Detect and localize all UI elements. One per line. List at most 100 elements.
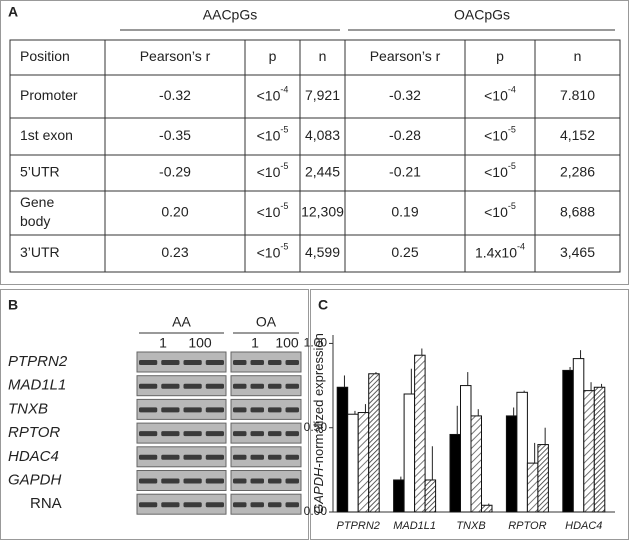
table-cell: <10-5 <box>257 161 289 179</box>
gel-strip <box>136 422 227 444</box>
gel-band <box>139 407 158 413</box>
table-cell: 1.4x10-4 <box>475 242 525 260</box>
table-cell: <10-5 <box>484 161 516 179</box>
table-cell: 0.25 <box>391 244 418 260</box>
cell-exponent: -5 <box>280 242 288 252</box>
gel-band <box>183 454 202 460</box>
gel-strip <box>136 351 227 373</box>
gel-band <box>233 431 247 437</box>
panel-label: C <box>318 297 328 313</box>
table-cell: <10-4 <box>257 85 289 103</box>
bar <box>449 433 461 513</box>
gene-name: GAPDH <box>8 471 62 488</box>
table-cell: 7,921 <box>305 87 340 103</box>
gel-strip <box>136 493 227 515</box>
gel-band <box>285 360 299 365</box>
y-label-part: -normalized expression <box>311 333 326 467</box>
gel-band <box>285 431 299 437</box>
y-tick-label: 1.00 <box>304 336 328 350</box>
gel-band <box>250 407 264 413</box>
table-cell: Promoter <box>20 87 78 103</box>
gel-strip <box>230 493 302 515</box>
table-cell: n <box>574 48 582 64</box>
table-cell: -0.28 <box>389 127 421 143</box>
cell-exponent: -4 <box>508 85 516 95</box>
gene-name: RNA <box>30 495 62 512</box>
table-cell: 0.19 <box>391 204 418 220</box>
cell-base: <10 <box>257 244 281 260</box>
bar <box>424 479 437 513</box>
bar <box>583 390 595 513</box>
gel-band <box>268 454 282 460</box>
bar <box>357 412 370 513</box>
table-cell: -0.35 <box>159 127 191 143</box>
cell-exponent: -5 <box>508 125 516 135</box>
gel-band <box>285 407 299 413</box>
gene-name: HDAC4 <box>8 448 59 465</box>
gel-strip <box>230 398 302 420</box>
lane-label: 1 <box>159 335 167 351</box>
gels <box>136 351 302 515</box>
gene-name: RPTOR <box>8 424 60 441</box>
gel-band <box>183 502 202 508</box>
bar <box>347 413 359 513</box>
gel-band <box>233 407 247 413</box>
gel-band <box>205 431 224 437</box>
panel-label: A <box>8 4 18 20</box>
gel-band <box>183 478 202 484</box>
table-cell: p <box>496 48 504 64</box>
table-cell: 5’UTR <box>20 164 60 180</box>
gel-band <box>268 407 282 413</box>
gel-band <box>250 360 264 365</box>
table-cell: 12,309 <box>301 204 344 220</box>
y-label-part: GAPDH <box>311 467 326 514</box>
table-cell: 7.810 <box>560 87 595 103</box>
cell-base: <10 <box>484 164 508 180</box>
gel-band <box>285 502 299 508</box>
table-cell: Position <box>20 48 70 64</box>
bar <box>526 462 539 513</box>
lane-label: 100 <box>275 335 299 351</box>
gene-name: PTPRN2 <box>8 353 68 370</box>
bar <box>593 386 606 513</box>
cell-exponent: -4 <box>280 85 288 95</box>
x-tick-label: RPTOR <box>508 520 546 532</box>
y-tick-label: 0.50 <box>304 420 328 434</box>
group-header: OACpGs <box>454 7 510 23</box>
x-tick-label: HDAC4 <box>565 520 602 532</box>
gel-band <box>233 502 247 508</box>
gel-band <box>161 502 180 508</box>
gel-band <box>139 360 158 365</box>
cell-base: <10 <box>257 87 281 103</box>
gel-band <box>161 383 180 389</box>
cell-exponent: -5 <box>280 125 288 135</box>
table-cell: 4,152 <box>560 127 595 143</box>
table-cell: Pearson’s r <box>140 48 211 64</box>
table-cell: 0.23 <box>161 244 188 260</box>
gel-band <box>161 454 180 460</box>
table-cell: -0.29 <box>159 164 191 180</box>
table-cell: <10-5 <box>257 201 289 219</box>
gel-band <box>139 454 158 460</box>
x-tick-label: PTPRN2 <box>336 520 379 532</box>
bar <box>572 358 585 513</box>
bar <box>562 369 574 513</box>
group-header: AACpGs <box>203 7 257 23</box>
gel-band <box>285 478 299 484</box>
gel-band <box>183 383 202 389</box>
panel-label: B <box>8 297 18 313</box>
gel-band <box>183 407 202 413</box>
cell-base: 1.4x10 <box>475 244 517 260</box>
gel-band <box>268 431 282 437</box>
gel-band <box>139 478 158 484</box>
gel-band <box>139 502 158 508</box>
cell-base: <10 <box>257 164 281 180</box>
gel-band <box>139 383 158 389</box>
table-cell: 4,599 <box>305 244 340 260</box>
gel-band <box>205 360 224 365</box>
table-cell: 2,286 <box>560 164 595 180</box>
table-cell: 2,445 <box>305 164 340 180</box>
gel-band <box>250 431 264 437</box>
gel-band <box>268 478 282 484</box>
gel-band <box>161 360 180 365</box>
